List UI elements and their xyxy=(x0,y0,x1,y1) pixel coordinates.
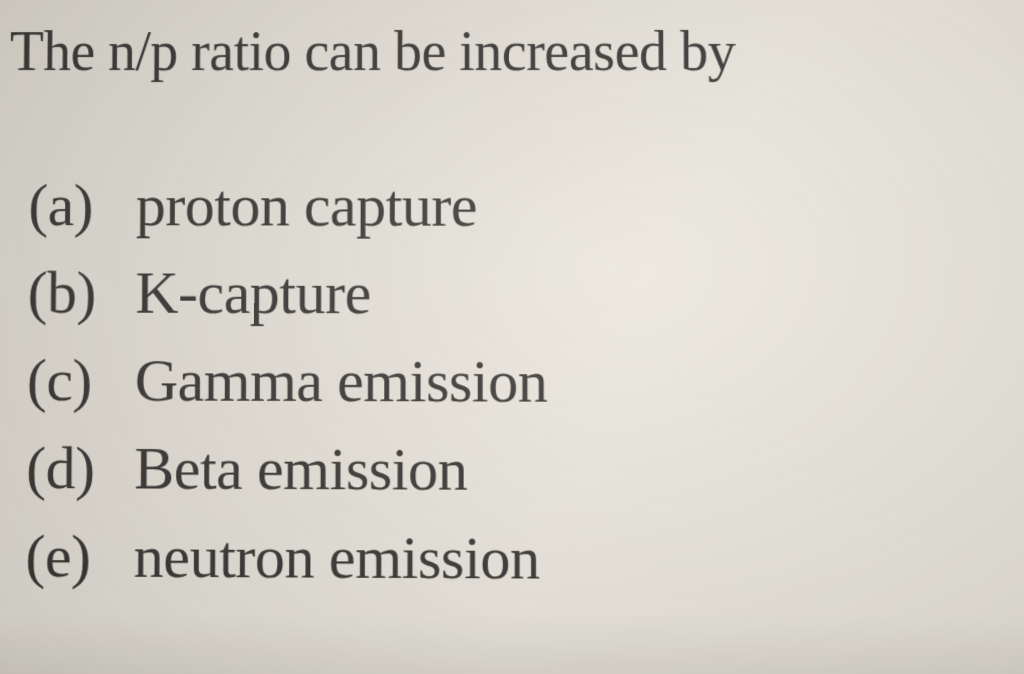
option-d: (d) Beta emission xyxy=(26,425,1024,517)
option-label: (d) xyxy=(26,425,117,513)
option-c: (c) Gamma emission xyxy=(27,337,1024,428)
option-text: K-capture xyxy=(135,250,1024,340)
option-text: Beta emission xyxy=(134,425,1024,517)
option-text: Gamma emission xyxy=(135,337,1024,428)
option-label: (b) xyxy=(27,250,117,338)
option-label: (e) xyxy=(25,513,116,602)
question-text: The n/p ratio can be increased by xyxy=(2,20,1024,85)
option-b: (b) K-capture xyxy=(27,250,1024,340)
options-list: (a) proton capture (b) K-capture (c) Gam… xyxy=(0,162,1024,605)
paper-shadow xyxy=(0,614,1024,674)
option-label: (a) xyxy=(28,162,118,249)
option-text: neutron emission xyxy=(133,513,1024,606)
option-label: (c) xyxy=(27,337,118,425)
question-page: The n/p ratio can be increased by (a) pr… xyxy=(0,0,1024,606)
option-a: (a) proton capture xyxy=(28,162,1024,251)
option-e: (e) neutron emission xyxy=(25,513,1024,606)
option-text: proton capture xyxy=(136,162,1024,251)
